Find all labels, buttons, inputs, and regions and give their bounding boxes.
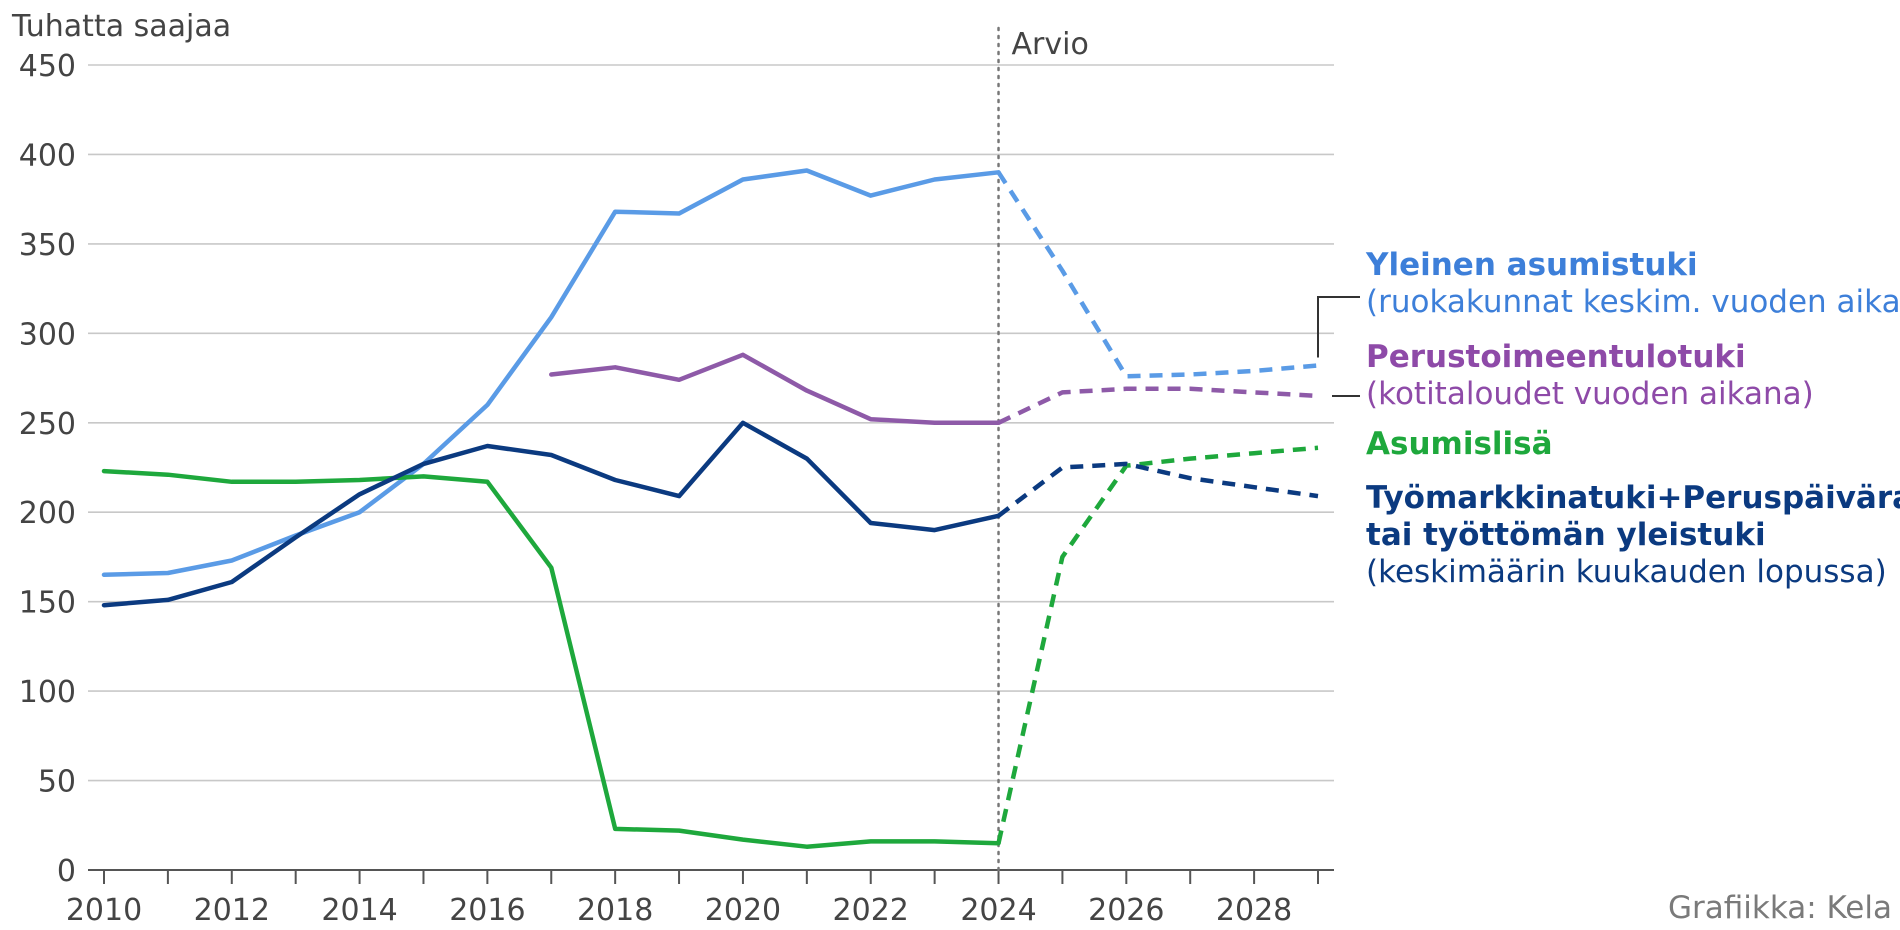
series-line-yleinen-actual <box>101 168 1001 578</box>
series-line-asumislisa-actual <box>101 468 1001 849</box>
y-axis-ticks: 0 50 100 150 200 250 300 350 400 450 <box>19 49 76 889</box>
series-line-perustoimeentulotuki-actual <box>549 352 1001 426</box>
y-axis-label: Tuhatta saajaa <box>11 9 231 44</box>
legend-tyomarkkinatuki-note: (keskimäärin kuukauden lopussa) <box>1366 554 1887 590</box>
x-tick-label-2016: 2016 <box>449 893 525 928</box>
legend-perustoimeentulotuki: Perustoimeentulotuki (kotitaloudet vuode… <box>1366 339 1814 413</box>
legend-perustoimeentulotuki-name: Perustoimeentulotuki <box>1366 339 1746 375</box>
y-tick-label-200: 200 <box>19 496 76 531</box>
x-tick-label-2026: 2026 <box>1088 893 1164 928</box>
legend-yleinen: Yleinen asumistuki (ruokakunnat keskim. … <box>1366 247 1900 321</box>
leader-yleinen <box>1317 296 1360 358</box>
credit-text: Grafiikka: Kela <box>1667 890 1892 926</box>
y-tick-label-150: 150 <box>19 586 76 621</box>
grid-lines <box>88 64 1334 782</box>
legend-tyomarkkinatuki: Työmarkkinatuki+Peruspäiväraha tai tyött… <box>1366 480 1900 591</box>
y-tick-label-250: 250 <box>19 407 76 442</box>
legend-asumislisa-name: Asumislisä <box>1366 426 1553 462</box>
y-tick-label-450: 450 <box>19 49 76 84</box>
series-line-perustoimeentulotuki-forecast <box>997 386 1319 425</box>
x-tick-label-2020: 2020 <box>705 893 781 928</box>
legend-leader-lines <box>1317 296 1360 397</box>
series-line-tyomarkkinatuki-actual <box>101 420 1001 608</box>
y-tick-label-400: 400 <box>19 138 76 173</box>
x-tick-label-2022: 2022 <box>833 893 909 928</box>
x-tick-label-2010: 2010 <box>66 893 142 928</box>
legend-perustoimeentulotuki-note: (kotitaloudet vuoden aikana) <box>1366 376 1814 412</box>
x-axis: 2010 2012 2014 2016 2018 2020 2022 2024 2026 2028 <box>66 869 1334 928</box>
legend-asumislisa: Asumislisä <box>1366 426 1553 463</box>
y-tick-label-0: 0 <box>57 854 76 889</box>
x-tick-label-2024: 2024 <box>960 893 1036 928</box>
forecast-label: Arvio <box>1012 27 1089 62</box>
series-lines <box>101 168 1319 849</box>
series-line-tyomarkkinatuki-forecast <box>997 461 1319 518</box>
series-line-yleinen-forecast <box>996 171 1319 379</box>
forecast-marker: Arvio <box>997 26 1089 872</box>
y-tick-label-350: 350 <box>19 228 76 263</box>
y-tick-label-300: 300 <box>19 317 76 352</box>
series-line-asumislisa-forecast <box>996 445 1319 844</box>
y-tick-label-50: 50 <box>38 765 76 800</box>
legend-tyomarkkinatuki-name2: tai työttömän yleistuki <box>1366 517 1766 553</box>
x-tick-label-2028: 2028 <box>1216 893 1292 928</box>
x-tick-label-2012: 2012 <box>194 893 270 928</box>
legend-tyomarkkinatuki-name: Työmarkkinatuki+Peruspäiväraha <box>1366 480 1900 516</box>
legend-yleinen-name: Yleinen asumistuki <box>1366 247 1698 283</box>
legend-yleinen-note: (ruokakunnat keskim. vuoden aikana) <box>1366 284 1900 320</box>
x-tick-label-2014: 2014 <box>321 893 397 928</box>
y-tick-label-100: 100 <box>19 675 76 710</box>
x-tick-label-2018: 2018 <box>577 893 653 928</box>
